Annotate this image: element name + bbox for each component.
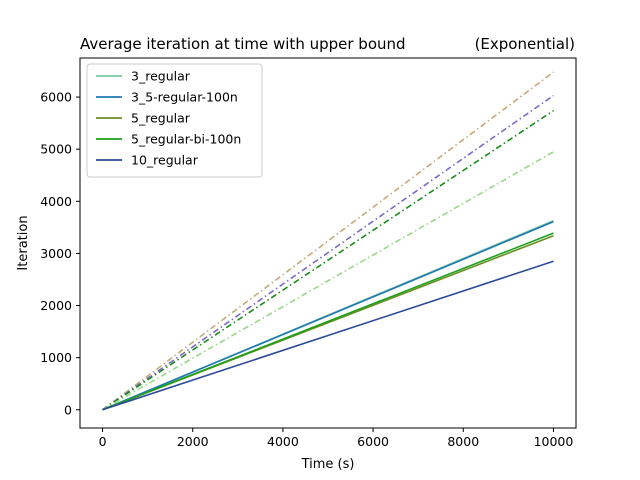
y-tick-label: 3000 [40, 246, 72, 261]
x-tick-label: 0 [99, 434, 107, 449]
y-tick-label: 6000 [40, 90, 72, 105]
plot-frame [79, 57, 577, 429]
x-tick-label: 2000 [177, 434, 209, 449]
x-tick-label: 10000 [534, 434, 574, 449]
y-tick-label: 4000 [40, 194, 72, 209]
legend-label: 5_regular [131, 111, 191, 126]
bound-series-line-3 [102, 151, 554, 411]
legend-label: 3_5-regular-100n [131, 90, 238, 105]
bound-series-line-2 [102, 109, 554, 411]
x-tick-label: 4000 [267, 434, 299, 449]
legend-label: 10_regular [131, 153, 199, 168]
legend-box [86, 63, 263, 178]
y-tick-label: 5000 [40, 142, 72, 157]
axis-ticks: 0 2000 4000 6000 8000 10000 0 1000 2000 3000 4000 5… [40, 90, 573, 449]
series-line-1 [102, 220, 554, 411]
series-line-3 [102, 232, 554, 411]
chart-title: Average iteration at time with upper bou… [80, 35, 406, 53]
series-line-4 [102, 260, 554, 411]
x-axis-label: Time (s) [301, 457, 355, 472]
y-tick-label: 2000 [40, 298, 72, 313]
legend: 3_regular 3_5-regular-100n 5_regular 5_regu… [86, 63, 263, 178]
y-tick-label: 0 [64, 402, 72, 417]
x-tick-label: 6000 [357, 434, 389, 449]
legend-label: 3_regular [131, 69, 191, 84]
legend-label: 5_regular-bi-100n [131, 132, 241, 147]
bound-series-line-1 [102, 94, 554, 411]
y-tick-label: 1000 [40, 350, 72, 365]
x-tick-label: 8000 [447, 434, 479, 449]
chart-title-right: (Exponential) [475, 35, 575, 53]
y-axis-label: Iteration [16, 215, 31, 270]
plot-lines [102, 71, 554, 411]
